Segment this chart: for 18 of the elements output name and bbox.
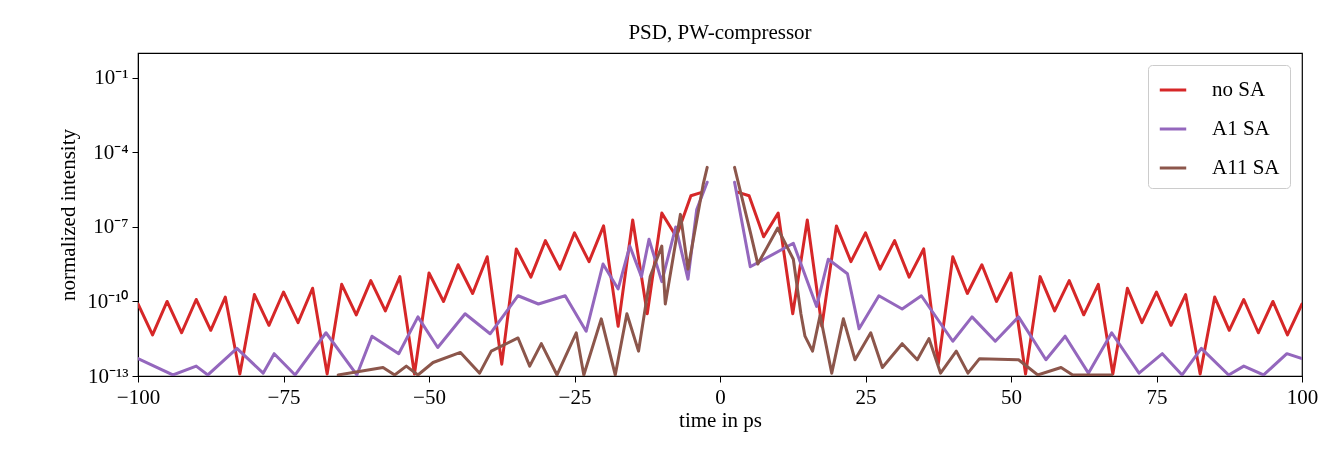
legend-label: A1 SA — [1212, 116, 1271, 140]
x-axis-title: time in ps — [679, 407, 762, 432]
legend-label: A11 SA — [1212, 155, 1281, 179]
y-tick-label: 10⁻⁴ — [93, 139, 129, 164]
y-tick-label: 10⁻⁷ — [93, 214, 129, 239]
legend-label: no SA — [1212, 77, 1266, 101]
x-tick-label: −50 — [413, 384, 446, 409]
x-tick-label: 50 — [1001, 384, 1022, 409]
y-tick-label: 10⁻¹⁰ — [87, 288, 129, 313]
x-tick-label: 25 — [855, 384, 877, 409]
x-tick-label: 75 — [1146, 384, 1168, 409]
x-tick-label: 100 — [1286, 384, 1319, 409]
x-tick-label: −25 — [558, 384, 592, 409]
x-tick-label: 0 — [715, 384, 726, 409]
y-tick-label: 10⁻¹ — [94, 65, 129, 90]
x-tick-label: −75 — [267, 384, 301, 409]
chart-title: PSD, PW-compressor — [628, 20, 812, 44]
y-axis-title: normalized intensity — [56, 128, 81, 302]
